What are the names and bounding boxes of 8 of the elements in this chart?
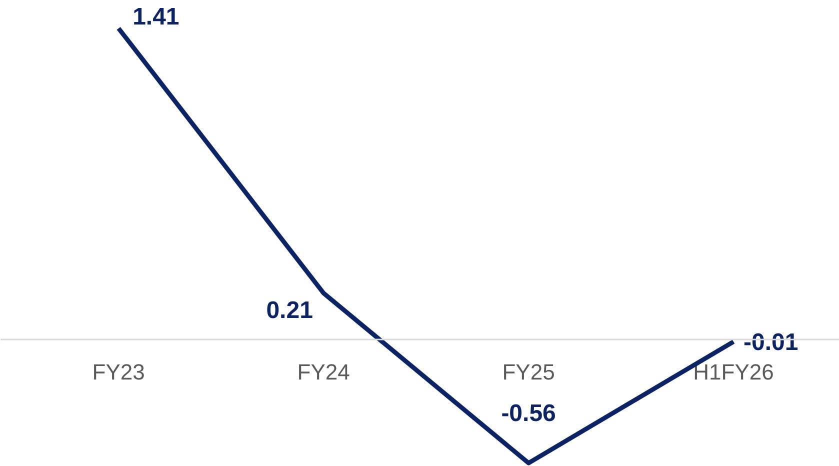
data-label: -0.56 [501, 400, 556, 428]
data-label: 1.41 [132, 3, 180, 30]
x-tick-label: FY24 [297, 359, 350, 384]
x-tick-label: H1FY26 [693, 359, 774, 384]
x-tick-label: FY23 [92, 359, 145, 384]
x-tick-label: FY25 [502, 359, 555, 384]
data-label: -0.01 [744, 329, 798, 356]
data-label: 0.21 [266, 297, 313, 324]
